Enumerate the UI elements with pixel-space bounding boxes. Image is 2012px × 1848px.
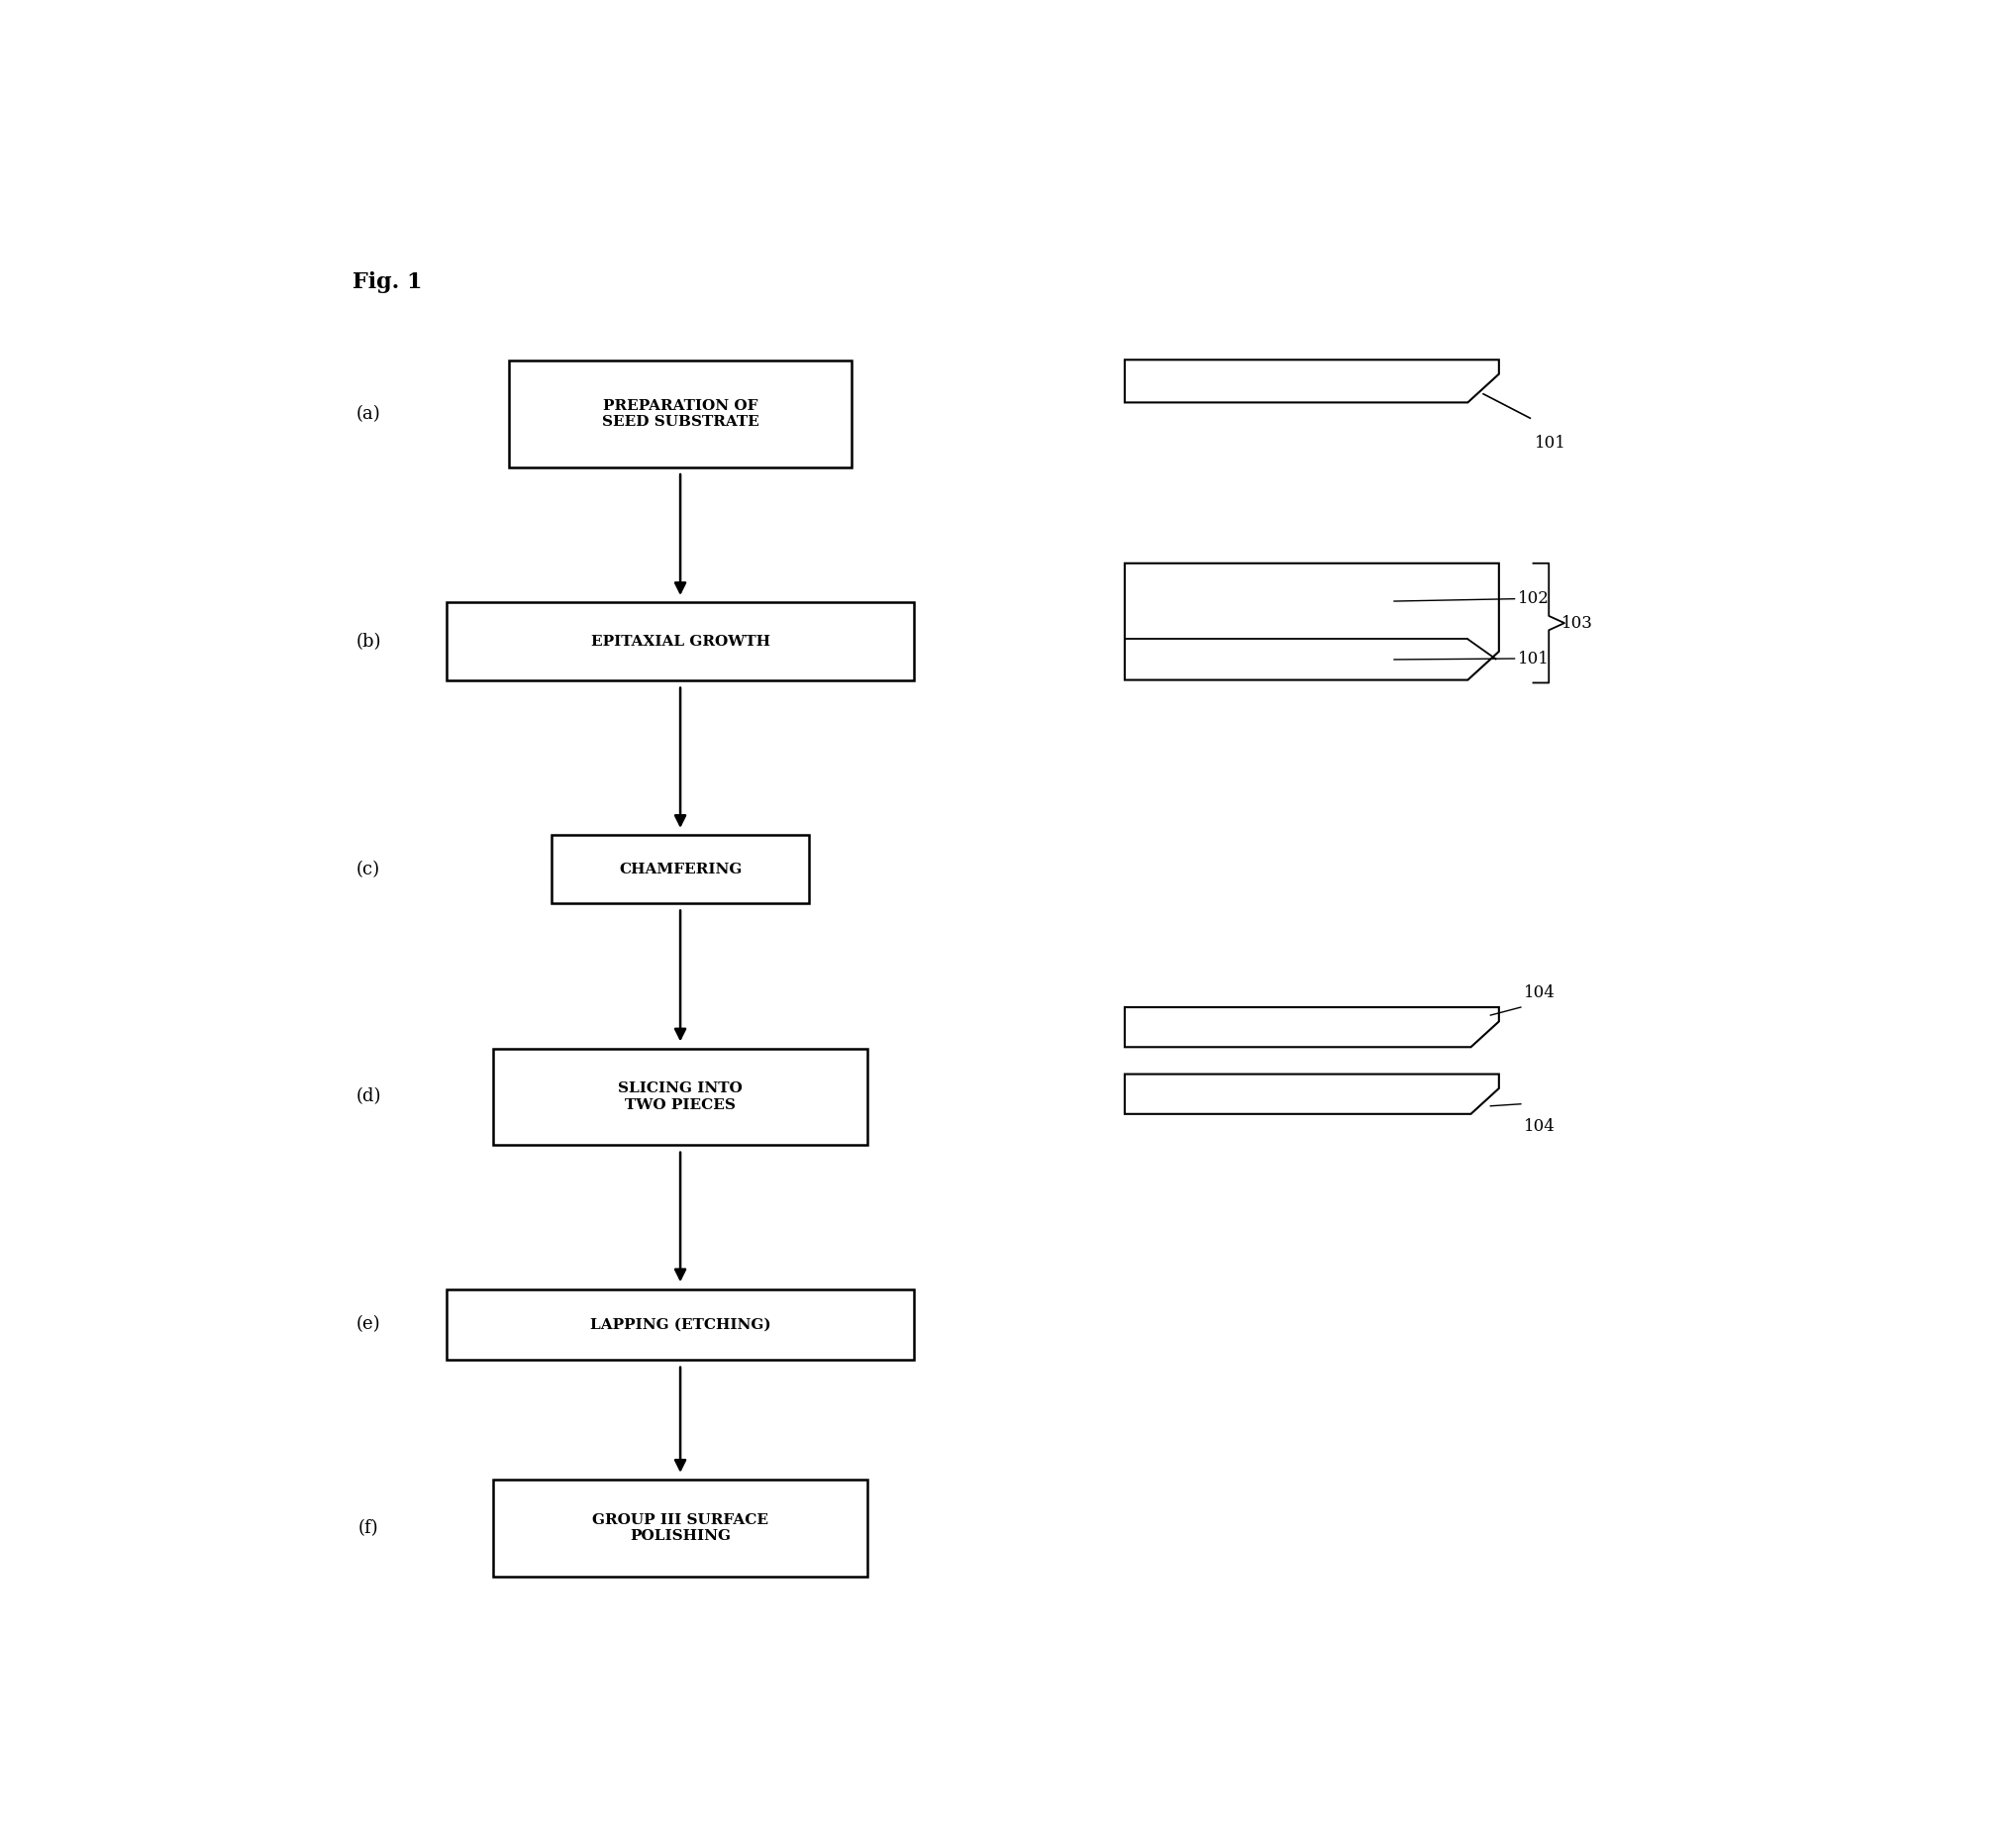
Text: 104: 104 — [1523, 985, 1555, 1002]
Text: PREPARATION OF
SEED SUBSTRATE: PREPARATION OF SEED SUBSTRATE — [602, 399, 759, 429]
Text: 104: 104 — [1523, 1118, 1555, 1135]
Text: 101: 101 — [1535, 436, 1567, 453]
Polygon shape — [1125, 1074, 1499, 1114]
Text: LAPPING (ETCHING): LAPPING (ETCHING) — [590, 1318, 771, 1332]
Bar — [447, 1290, 913, 1360]
Text: (b): (b) — [356, 632, 380, 650]
Text: (f): (f) — [358, 1519, 378, 1538]
Bar — [493, 1480, 867, 1576]
Text: EPITAXIAL GROWTH: EPITAXIAL GROWTH — [592, 634, 771, 649]
Text: 101: 101 — [1517, 650, 1549, 667]
Text: (d): (d) — [356, 1088, 380, 1105]
Text: (c): (c) — [356, 861, 380, 878]
Bar — [509, 360, 851, 468]
Text: SLICING INTO
TWO PIECES: SLICING INTO TWO PIECES — [618, 1081, 742, 1112]
Polygon shape — [1125, 360, 1499, 403]
Polygon shape — [1125, 1007, 1499, 1048]
Text: CHAMFERING: CHAMFERING — [620, 863, 742, 876]
Text: (a): (a) — [356, 405, 380, 423]
Text: GROUP III SURFACE
POLISHING: GROUP III SURFACE POLISHING — [592, 1514, 769, 1543]
Text: Fig. 1: Fig. 1 — [352, 272, 423, 294]
Polygon shape — [1125, 564, 1499, 680]
Text: 103: 103 — [1561, 615, 1594, 632]
Bar — [447, 602, 913, 680]
Text: (e): (e) — [356, 1316, 380, 1334]
Bar — [493, 1048, 867, 1146]
Text: 102: 102 — [1517, 590, 1549, 608]
Bar — [551, 835, 809, 904]
